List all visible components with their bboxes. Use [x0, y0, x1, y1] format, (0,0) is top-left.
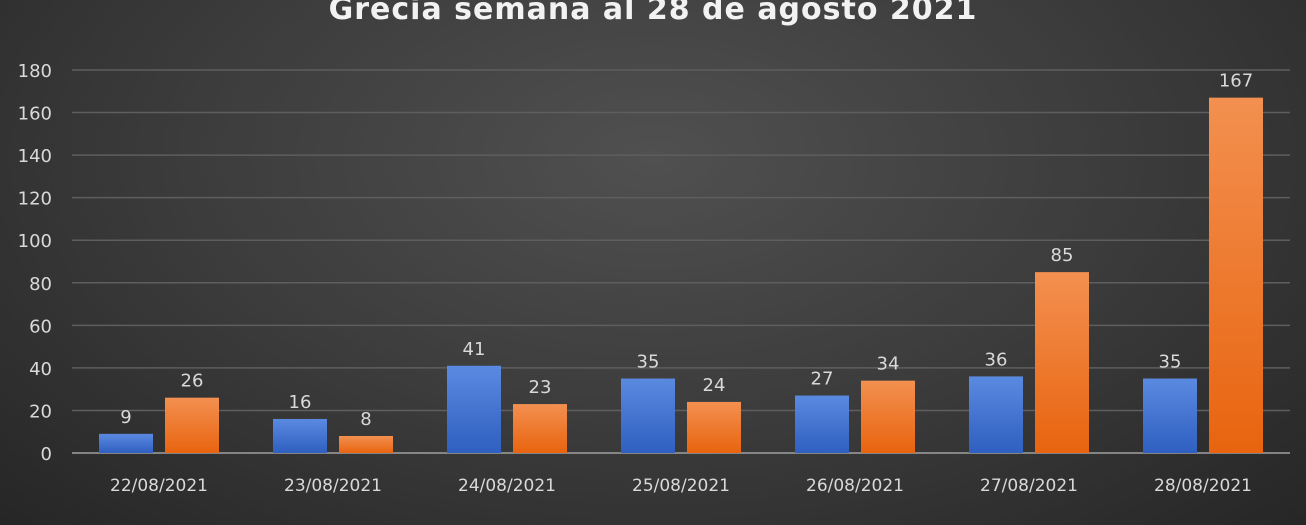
data-label: 85	[1051, 245, 1074, 266]
bar-series-2	[1035, 272, 1089, 453]
data-label: 167	[1219, 71, 1253, 92]
data-label: 27	[811, 369, 834, 390]
data-label: 26	[181, 371, 204, 392]
data-label: 35	[637, 352, 660, 373]
y-tick-label: 120	[18, 189, 52, 210]
y-tick-label: 140	[18, 146, 52, 167]
data-label: 35	[1159, 352, 1182, 373]
x-tick-label: 23/08/2021	[284, 476, 382, 496]
data-label: 34	[877, 354, 900, 375]
y-tick-label: 60	[29, 316, 52, 337]
bar-series-1	[1143, 378, 1197, 453]
bar-series-1	[795, 395, 849, 453]
chart-title: Grecia semana al 28 de agosto 2021	[328, 0, 978, 27]
x-tick-label: 25/08/2021	[632, 476, 730, 496]
bar-series-1	[969, 376, 1023, 453]
bar-series-1	[621, 378, 675, 453]
data-label: 8	[360, 409, 371, 430]
bar-series-2	[861, 380, 915, 453]
data-label: 23	[529, 377, 552, 398]
bar-series-2	[513, 404, 567, 453]
bar-series-1	[99, 433, 153, 453]
data-label: 16	[289, 392, 312, 413]
x-tick-label: 26/08/2021	[806, 476, 904, 496]
y-tick-label: 40	[29, 359, 52, 380]
bar-series-2	[339, 435, 393, 453]
x-tick-label: 24/08/2021	[458, 476, 556, 496]
bar-series-2	[687, 401, 741, 453]
y-tick-label: 100	[18, 231, 52, 252]
data-label: 24	[703, 375, 726, 396]
x-tick-label: 28/08/2021	[1154, 476, 1252, 496]
y-tick-label: 20	[29, 401, 52, 422]
bar-series-1	[273, 418, 327, 453]
bar-series-2	[165, 397, 219, 453]
y-tick-label: 180	[18, 61, 52, 82]
y-tick-label: 0	[41, 444, 52, 465]
bar-series-2	[1209, 97, 1263, 454]
y-tick-label: 160	[18, 104, 52, 125]
y-tick-label: 80	[29, 274, 52, 295]
x-tick-label: 27/08/2021	[980, 476, 1078, 496]
x-tick-label: 22/08/2021	[110, 476, 208, 496]
data-label: 9	[120, 407, 131, 428]
bar-series-1	[447, 365, 501, 453]
data-label: 36	[985, 349, 1008, 370]
data-label: 41	[463, 339, 486, 360]
